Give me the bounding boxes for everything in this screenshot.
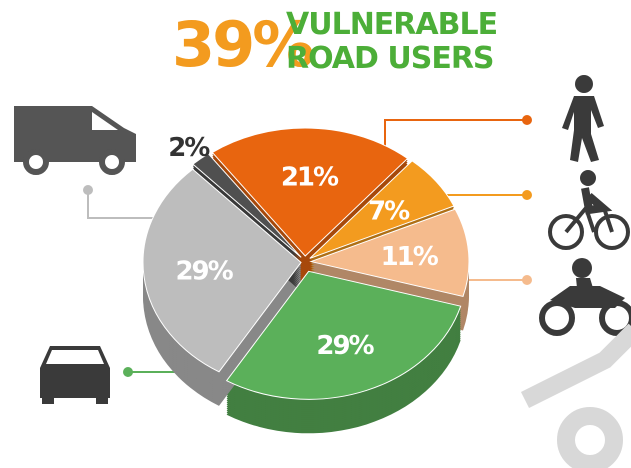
pedestrian-icon	[562, 75, 604, 162]
data-label: 29%	[175, 257, 233, 287]
bicycle-icon	[550, 170, 628, 248]
data-label: 11%	[381, 242, 439, 272]
data-label: 21%	[281, 163, 339, 193]
car-icon	[40, 346, 110, 404]
motorcycle-icon	[542, 258, 631, 333]
car-watermark	[525, 330, 631, 464]
pie: 21% 7% 11% 29% 29% 2%	[143, 128, 469, 433]
van-icon	[14, 106, 136, 172]
dot	[123, 367, 133, 377]
infographic: 39% VULNERABLE ROAD USERS	[0, 0, 631, 468]
subtitle-line: ROAD USERS	[286, 41, 494, 76]
data-label: 29%	[316, 331, 374, 361]
data-label: 2%	[168, 133, 210, 163]
dot	[522, 190, 532, 200]
dot	[522, 275, 532, 285]
dot	[522, 115, 532, 125]
data-label: 7%	[368, 197, 410, 227]
subtitle-line: VULNERABLE	[286, 7, 497, 42]
dot	[83, 185, 93, 195]
